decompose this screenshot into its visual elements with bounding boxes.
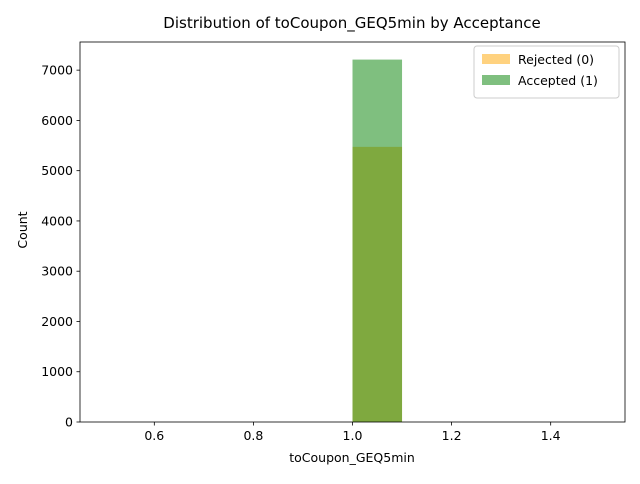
legend: Rejected (0) Accepted (1) — [473, 45, 620, 99]
y-tick-label: 4000 — [41, 213, 73, 228]
ticks-layer: 0.6 0.8 1.0 1.2 1.4 0 1000 2000 3000 4000 5000 6000… — [41, 63, 560, 443]
x-tick-label: 1.4 — [541, 428, 561, 443]
x-tick-label: 1.0 — [343, 428, 363, 443]
legend-label-rejected: Rejected (0) — [518, 52, 594, 67]
legend-swatch-rejected — [482, 54, 510, 64]
x-axis-label: toCoupon_GEQ5min — [289, 450, 415, 465]
legend-box — [473, 45, 620, 99]
y-tick-label: 7000 — [41, 63, 73, 78]
bar-accepted-0 — [352, 59, 403, 423]
x-tick-label: 0.8 — [243, 428, 263, 443]
y-tick-label: 5000 — [41, 163, 73, 178]
y-tick-label: 0 — [65, 415, 73, 430]
legend-label-accepted: Accepted (1) — [518, 73, 598, 88]
y-tick-label: 2000 — [41, 314, 73, 329]
chart-title: Distribution of toCoupon_GEQ5min by Acce… — [163, 14, 540, 33]
y-tick-label: 1000 — [41, 364, 73, 379]
y-axis-label: Count — [15, 211, 30, 248]
x-tick-label: 1.2 — [442, 428, 462, 443]
y-tick-label: 6000 — [41, 113, 73, 128]
legend-swatch-accepted — [482, 75, 510, 85]
bars-layer — [352, 59, 403, 423]
y-tick-label: 3000 — [41, 264, 73, 279]
x-tick-label: 0.6 — [144, 428, 164, 443]
